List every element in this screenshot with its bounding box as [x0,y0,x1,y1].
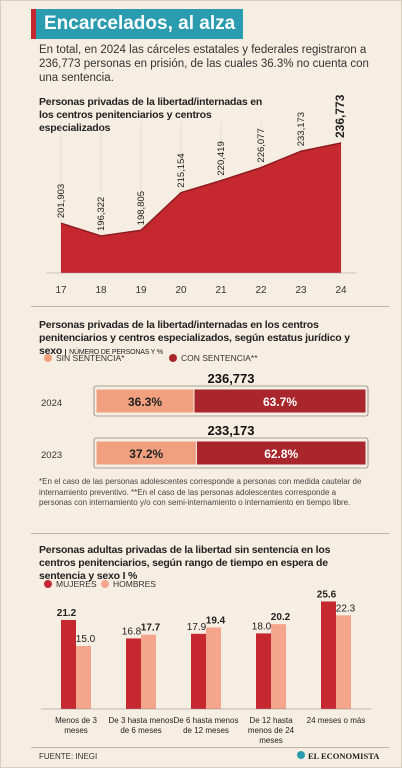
value-label: 201,903 [56,184,67,218]
value-label: 236,773 [333,94,347,138]
value-label: 20.2 [271,612,291,623]
chart-title: Personas privadas de la libertad/interna… [39,319,389,359]
bar [141,634,156,709]
legend-label: MUJERES [56,579,97,589]
x-tick-label: 24 [335,285,347,296]
area [61,143,341,273]
legend-label: CON SENTENCIA** [181,353,258,363]
divider [31,306,389,307]
bar-segment [195,440,367,466]
value-label: 226,077 [256,128,267,162]
value-label: 37.2% [129,447,163,461]
value-label: 22.3 [336,603,356,614]
chart-title: Personas adultas privadas de la libertad… [39,544,331,582]
x-tick-label: De 6 hasta menos de 12 meses [173,716,239,735]
value-label: 21.2 [57,608,77,619]
value-label: 198,805 [136,191,147,225]
subtitle: NÚMERO DE PERSONAS Y % [65,349,163,356]
x-tick-label: 20 [175,285,187,296]
legend-swatch [169,354,177,362]
logo-icon [297,751,305,759]
value-label: 233,173 [296,112,307,146]
intro: En total, en 2024 las cárceles estatales… [39,44,369,84]
bar [76,646,91,709]
value-label: 215,154 [176,153,187,187]
x-tick-label: 23 [295,285,307,296]
value-label: 17.7 [141,623,161,634]
value-label: 19.4 [206,616,226,627]
x-tick-label: De 3 hasta menos de 6 meses [108,716,174,735]
value-label: 36.3% [128,395,162,409]
stacked-bar-chart: SIN SENTENCIA* CON SENTENCIA** 236,773 2024… [41,353,369,469]
value-label: 62.8% [264,447,298,461]
x-tick-label: De 12 hasta menos de 24 meses [247,716,295,745]
divider [31,533,389,534]
category-label: 2023 [41,450,62,461]
value-label: 18.0 [252,621,272,632]
bar [256,633,271,709]
legend-swatch [44,580,52,588]
bar-frame [93,385,369,417]
bar-frame [93,437,369,469]
source: FUENTE: INEGI [39,752,98,761]
value-label: 16.8 [122,626,142,637]
x-tick-label: 18 [95,285,107,296]
divider [31,747,389,748]
bar [61,619,76,709]
x-labels: Menos de 3 meses De 3 hasta menos de 6 me… [1,713,401,747]
area-chart: 201,903 17 196,322 18 198,805 19 215,154 20 220,… [46,94,356,296]
legend-swatch [101,580,109,588]
bar-segment [95,388,195,414]
category-label: 2024 [41,398,62,409]
bar [321,601,336,709]
bar [191,633,206,709]
bar [206,627,221,709]
bar-segment [95,440,197,466]
x-tick-label: 21 [215,285,227,296]
value-label: 196,322 [96,197,107,231]
value-label: 63.7% [263,395,297,409]
x-tick-label: 17 [55,285,67,296]
bar-segment [193,388,367,414]
legend-label: SIN SENTENCIA* [56,353,125,363]
chart-title: Personas privadas de la libertad/interna… [39,96,263,134]
total-label: 233,173 [208,423,255,438]
area-line [60,142,342,237]
x-tick-label: 22 [255,285,267,296]
legend-swatch [44,354,52,362]
x-tick-label: 24 meses o más [306,716,366,725]
value-label: 25.6 [317,589,337,600]
value-label: 220,419 [216,141,227,175]
footnote: *En el caso de las personas adolescentes… [39,477,362,507]
accent-bar [31,9,36,39]
x-tick-label: 19 [135,285,147,296]
bar [271,624,286,709]
title-text: Personas privadas de la libertad/interna… [39,319,350,357]
value-label: 17.9 [187,622,207,633]
logo: EL ECONOMISTA [308,751,380,761]
x-tick-label: Menos de 3 meses [55,716,97,735]
total-label: 236,773 [208,371,255,386]
bar [126,638,141,709]
value-label: 15.0 [76,634,96,645]
bar-chart: MUJERES HOMBRES 21.2 15.0 16.8 17.7 17.919.4 18… [41,579,371,710]
bar [336,615,351,709]
legend-label: HOMBRES [113,579,156,589]
main-title: Encarcelados, al alza [36,9,244,39]
